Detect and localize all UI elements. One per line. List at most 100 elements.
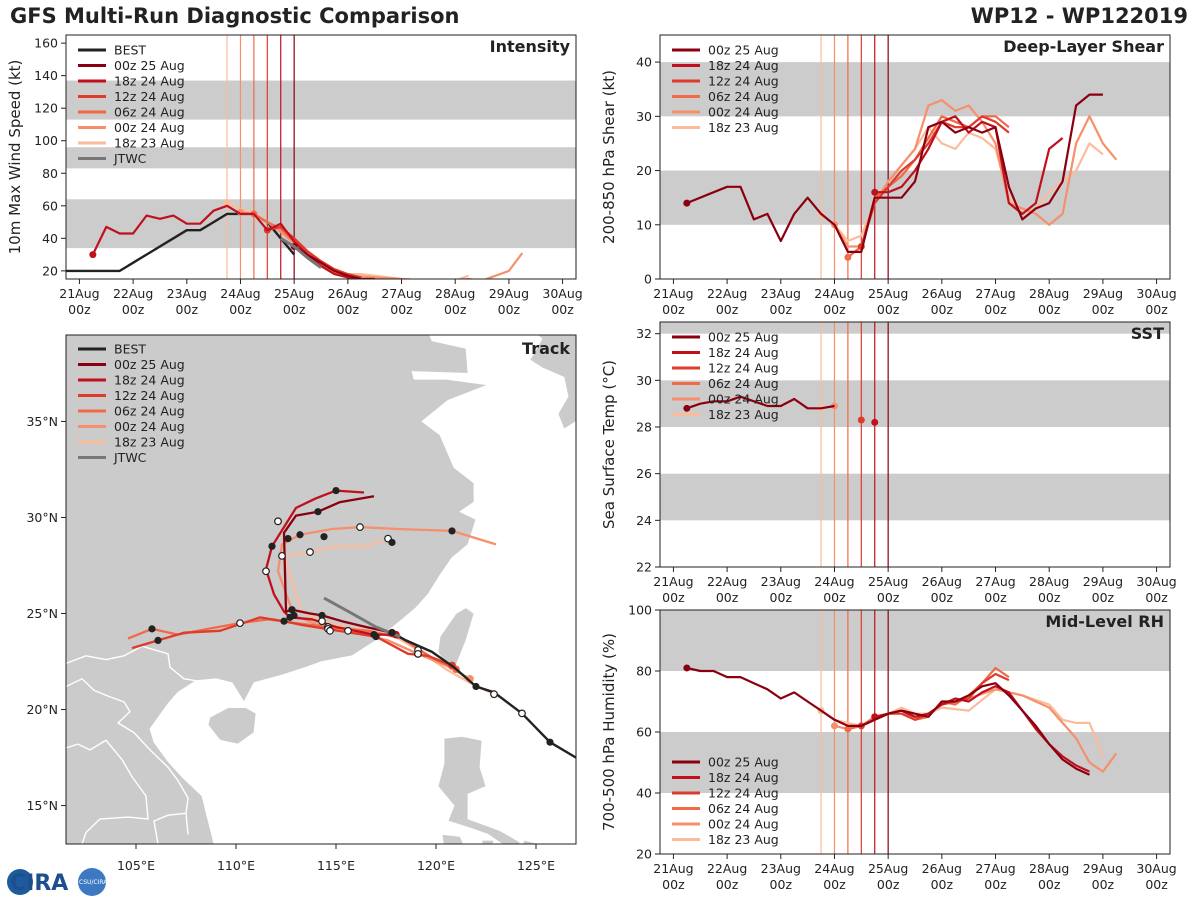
track-ytick-label-3: 30°N <box>26 510 58 525</box>
track-series-0-filled-marker-9 <box>314 508 322 516</box>
sst-xtick-hour-3: 00z <box>823 590 846 605</box>
logo-subtext: CSU/CIRA <box>79 879 108 886</box>
shear-xtick-hour-2: 00z <box>770 302 793 317</box>
rh-xtick-day-8: 29Aug <box>1083 861 1123 876</box>
shear-xtick-hour-5: 00z <box>931 302 954 317</box>
land-luzon <box>437 735 521 844</box>
shear-ytick-label-0: 0 <box>644 272 652 287</box>
track-series-2 <box>131 616 453 667</box>
intensity-panel: 20 40 60 80 100 120 140 160 10m Max Wind Speed (… <box>6 34 583 317</box>
track-series-2-filled-marker-6 <box>280 617 288 625</box>
legend-label-2: 18z 24 Aug <box>114 373 185 388</box>
legend-label-4: 00z 24 Aug <box>708 392 779 407</box>
rh-xtick-day-7: 28Aug <box>1029 861 1069 876</box>
intensity-ytick-label-2: 60 <box>42 198 58 213</box>
sst-xtick-day-7: 28Aug <box>1029 574 1069 589</box>
intensity-xtick-day-0: 21Aug <box>59 286 99 301</box>
rh-xtick-day-3: 24Aug <box>814 861 854 876</box>
sst-xtick-hour-8: 00z <box>1092 590 1115 605</box>
rh-xtick-hour-4: 00z <box>877 877 900 892</box>
rh-panel: 20 40 60 80 100 700-500 hPa Humidity (%) 21Aug… <box>600 603 1177 893</box>
legend-label-4: 06z 24 Aug <box>114 404 185 419</box>
intensity-series-5-start-marker <box>223 199 231 207</box>
legend-label-5: 18z 23 Aug <box>708 832 779 847</box>
track-best-filled-marker-1 <box>546 738 554 746</box>
land-mainland <box>66 335 489 844</box>
track-series-1-filled-marker-8 <box>268 542 276 550</box>
track-marker-filled-0 <box>284 535 292 543</box>
country-border-3 <box>153 812 187 844</box>
shear-xtick-day-2: 23Aug <box>761 286 801 301</box>
rh-ytick-label-0: 20 <box>636 847 652 862</box>
rh-xtick-day-1: 22Aug <box>707 861 747 876</box>
sst-xtick-hour-1: 00z <box>716 590 739 605</box>
sst-xtick-hour-4: 00z <box>877 590 900 605</box>
rh-xtick-day-9: 30Aug <box>1136 861 1176 876</box>
legend-label-2: 18z 24 Aug <box>114 74 185 89</box>
legend-label-1: 00z 25 Aug <box>114 58 185 73</box>
sst-xtick-day-5: 26Aug <box>922 574 962 589</box>
sst-xtick-day-1: 22Aug <box>707 574 747 589</box>
intensity-xtick-hour-6: 00z <box>390 302 413 317</box>
rh-xtick-day-5: 26Aug <box>922 861 962 876</box>
rh-ytick-label-3: 80 <box>636 664 652 679</box>
legend-label-1: 18z 24 Aug <box>708 345 779 360</box>
rh-xtick-hour-1: 00z <box>716 877 739 892</box>
legend-label-2: 12z 24 Aug <box>708 74 779 89</box>
legend-label-0: BEST <box>114 43 146 58</box>
intensity-ylabel: 10m Max Wind Speed (kt) <box>6 60 24 255</box>
intensity-shade-band-0 <box>66 199 576 249</box>
track-ytick-label-1: 20°N <box>26 702 58 717</box>
sst-xtick-day-4: 25Aug <box>868 574 908 589</box>
intensity-frame <box>65 34 577 280</box>
rh-series-group <box>683 664 1118 776</box>
land-samar <box>522 839 541 844</box>
sst-series-0-start-marker <box>683 404 691 412</box>
rh-ytick-label-4: 100 <box>628 603 652 618</box>
rh-xtick-hour-3: 00z <box>823 877 846 892</box>
intensity-series-group <box>66 199 524 279</box>
intensity-xtick-hour-8: 00z <box>498 302 521 317</box>
intensity-series-0 <box>293 245 375 279</box>
intensity-xtick-hour-5: 00z <box>337 302 360 317</box>
shear-series-0-start-marker <box>683 199 691 207</box>
shear-shade-band-1 <box>660 62 1170 117</box>
sst-xtick-hour-6: 00z <box>984 590 1007 605</box>
shear-ytick-label-4: 40 <box>636 55 652 70</box>
track-series-5-open-marker-0 <box>490 690 498 699</box>
track-marker-filled-2 <box>320 533 328 541</box>
track-series-5-open-marker-11 <box>306 548 314 556</box>
sst-xtick-hour-2: 00z <box>770 590 793 605</box>
rh-xtick-hour-5: 00z <box>931 877 954 892</box>
track-marker-filled-1 <box>388 538 396 547</box>
rh-ylabel: 700-500 hPa Humidity (%) <box>600 633 618 831</box>
sst-ytick-label-5: 32 <box>636 326 652 341</box>
track-marker-open-4 <box>262 567 270 576</box>
intensity-xtick-hour-3: 00z <box>229 302 252 317</box>
sst-xtick-day-8: 29Aug <box>1083 574 1123 589</box>
intensity-xtick-day-1: 22Aug <box>113 286 153 301</box>
track-series-0-filled-marker-5 <box>288 606 296 614</box>
legend-label-3: 06z 24 Aug <box>708 801 779 816</box>
shear-ytick-label-2: 20 <box>636 163 652 178</box>
shear-xtick-day-9: 30Aug <box>1136 286 1176 301</box>
intensity-xtick-hour-2: 00z <box>176 302 199 317</box>
legend-label-3: 06z 24 Aug <box>708 89 779 104</box>
rh-xtick-day-6: 27Aug <box>975 861 1015 876</box>
rh-xtick-hour-9: 00z <box>1145 877 1168 892</box>
shear-title: Deep-Layer Shear <box>1003 37 1164 56</box>
track-frame <box>65 334 577 845</box>
sst-xtick-day-9: 30Aug <box>1136 574 1176 589</box>
rh-xtick-day-2: 23Aug <box>761 861 801 876</box>
shear-ylabel: 200-850 hPa Shear (kt) <box>600 70 618 244</box>
intensity-ytick-label-3: 80 <box>42 166 58 181</box>
rh-xtick-hour-0: 00z <box>662 877 685 892</box>
shear-xtick-day-7: 28Aug <box>1029 286 1069 301</box>
legend-label-3: 06z 24 Aug <box>708 376 779 391</box>
track-series-3-open-marker-7 <box>236 619 244 628</box>
shear-xtick-hour-3: 00z <box>823 302 846 317</box>
sst-series-group <box>683 395 879 426</box>
